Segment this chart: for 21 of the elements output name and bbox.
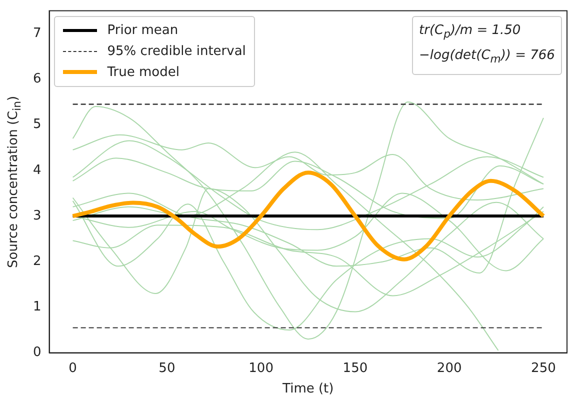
y-tick-label: 5 [32,117,42,132]
y-tick-label: 7 [32,26,42,41]
y-tick-label: 1 [32,300,42,315]
x-tick-label: 100 [248,360,274,376]
x-tick-label: 150 [342,360,368,376]
legend-label: Prior mean [107,22,178,38]
x-tick-label: 0 [68,360,77,376]
annotation: −log(det(C$_{m}$)) = 766 [419,47,555,68]
legend-label: True model [107,64,180,80]
x-tick-label: 50 [158,360,176,376]
x-tick-label: 200 [436,360,462,376]
y-tick-label: 6 [32,72,42,87]
x-tick-label: 250 [531,360,556,376]
x-axis-title: Time (t) [282,382,334,397]
y-tick-label: 2 [32,254,42,269]
line-series [70,170,546,262]
annotation: tr(C$_{p}$)/m = 1.50 [419,22,522,42]
y-tick-label: 4 [32,162,42,178]
legend-label: 95% credible interval [107,44,246,59]
y-tick-label: 0 [32,345,42,360]
y-tick-label: 3 [32,208,42,224]
